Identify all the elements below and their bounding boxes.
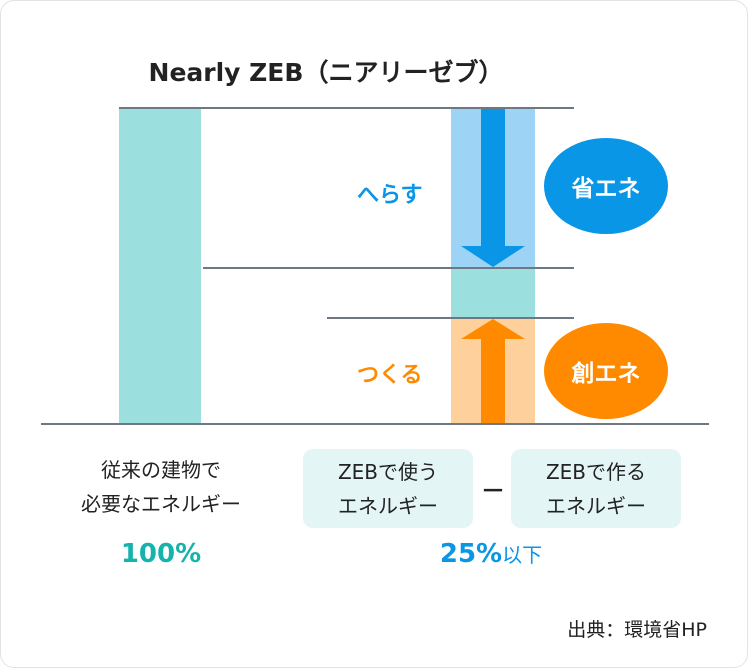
- create-energy-badge: 創エネ: [544, 323, 668, 419]
- zeb-create-line2: エネルギー: [546, 493, 646, 518]
- create-line: [327, 317, 574, 319]
- conventional-value: 100%: [120, 539, 202, 569]
- conventional-label-line2: 必要なエネルギー: [81, 492, 241, 516]
- zeb-create-box: ZEBで作る エネルギー: [511, 449, 681, 528]
- reduce-label: へらす: [357, 183, 423, 208]
- zeb-use-line2: エネルギー: [338, 493, 438, 518]
- up-arrow-icon: [461, 319, 525, 423]
- top-line: [119, 107, 574, 109]
- remaining-segment: [451, 268, 535, 318]
- diagram-title: Nearly ZEB（ニアリーゼブ）: [148, 58, 504, 87]
- minus-operator: －: [481, 477, 505, 505]
- zeb-value-number: 25%: [439, 539, 503, 569]
- source-note: 出典：環境省HP: [567, 619, 707, 641]
- zeb-value-suffix: 以下: [502, 543, 543, 567]
- zeb-use-box: ZEBで使う エネルギー: [303, 449, 473, 528]
- zeb-use-line1: ZEBで使う: [337, 459, 439, 484]
- conventional-label-line1: 従来の建物で: [101, 458, 221, 482]
- conventional-energy-bar: [119, 108, 201, 424]
- save-energy-badge: 省エネ: [544, 138, 668, 234]
- zeb-create-line1: ZEBで作る: [545, 459, 647, 484]
- create-label: つくる: [357, 363, 423, 388]
- mid-line: [203, 267, 574, 269]
- baseline: [41, 423, 709, 425]
- zeb-value: 25%以下: [391, 539, 591, 569]
- down-arrow-icon: [461, 108, 525, 267]
- conventional-label: 従来の建物で 必要なエネルギー: [51, 453, 271, 521]
